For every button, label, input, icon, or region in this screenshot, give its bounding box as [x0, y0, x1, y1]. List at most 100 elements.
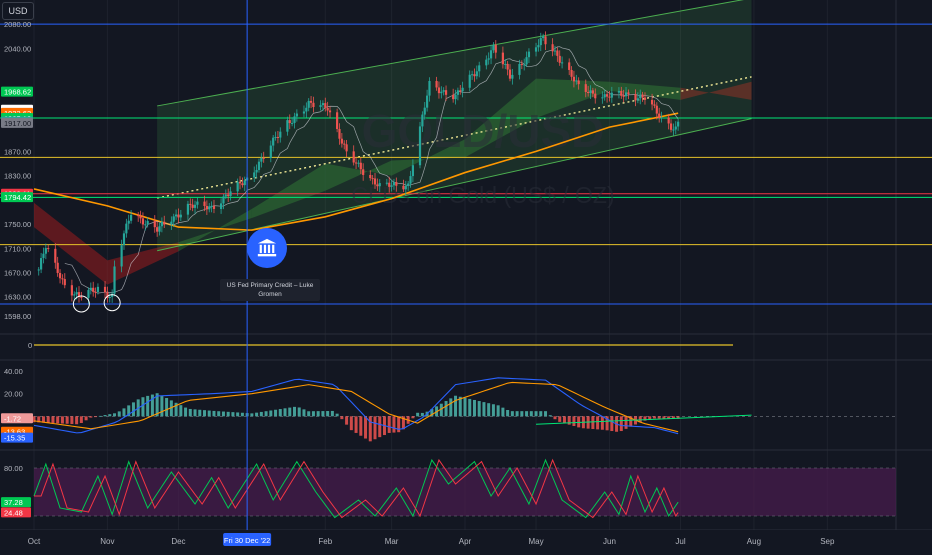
candle-body: [191, 204, 194, 208]
candle-body: [73, 294, 76, 296]
macd-histogram-bar: [198, 409, 202, 417]
horizontal-levels[interactable]: [0, 23, 932, 305]
candle-body: [392, 182, 396, 186]
candle-body: [193, 204, 197, 208]
macd-histogram-bar: [231, 412, 235, 417]
candle-body: [255, 169, 258, 173]
macd-histogram-bar: [302, 409, 306, 417]
candle-body: [584, 84, 587, 92]
candle-body: [575, 80, 578, 82]
price-axis[interactable]: 2080.00 2040.00 1870.00 1830.00 1750.00 1710.…: [0, 0, 34, 550]
macd-histogram-bar: [468, 398, 472, 417]
currency-button[interactable]: USD: [2, 2, 34, 20]
macd-histogram-bar: [534, 411, 538, 417]
macd-histogram-bar: [449, 398, 453, 417]
candle-body: [295, 113, 298, 117]
candle-body: [442, 90, 445, 92]
time-axis[interactable]: Oct Nov Dec Feb Mar Apr May Jun Jul Aug Sep Fri 30 …: [0, 530, 932, 550]
candle-body: [42, 253, 45, 259]
candle-body: [411, 165, 415, 177]
candle-body: [390, 185, 393, 187]
macd-histogram-bar: [411, 416, 415, 419]
macd-histogram-bar: [439, 403, 443, 417]
candle-body: [224, 194, 227, 197]
macd-histogram-bar: [420, 412, 424, 417]
candle-body: [269, 145, 272, 158]
candle-body: [511, 74, 514, 79]
price-label-text: 1917.00: [4, 119, 31, 128]
candle-body: [539, 38, 542, 46]
candle-body: [111, 293, 114, 297]
candle-body: [340, 138, 343, 144]
macd-trendline: [536, 414, 752, 425]
candle-body: [321, 103, 325, 106]
macd-histogram-bar: [70, 416, 74, 425]
macd-histogram-bar: [496, 405, 500, 417]
macd-histogram-bar: [525, 411, 529, 417]
candle-body: [508, 69, 512, 79]
candle-body: [667, 117, 670, 124]
candle-body: [326, 107, 329, 111]
macd-histogram-bar: [288, 407, 292, 417]
fed-annotation-button[interactable]: [247, 228, 287, 268]
macd-histogram-bar: [397, 416, 401, 433]
macd-histogram-bar: [207, 410, 211, 417]
macd-histogram-bar: [274, 409, 278, 417]
macd-histogram-bar: [146, 395, 150, 417]
price-label-box: [1, 117, 33, 128]
rsi-pane: [33, 458, 896, 519]
candle-body: [617, 90, 621, 93]
macd-histogram-bar: [122, 408, 126, 417]
macd-histogram-bar: [648, 416, 652, 420]
candle-body: [560, 62, 564, 64]
macd-histogram-bar: [373, 416, 377, 440]
macd-value-text: -13.63: [4, 428, 25, 437]
macd-histogram-bar: [75, 416, 79, 425]
candle-body: [409, 176, 412, 184]
macd-histogram-bar: [193, 409, 197, 417]
candle-body: [471, 74, 474, 76]
candle-body: [485, 59, 488, 66]
candle-body: [669, 123, 673, 130]
candle-body: [523, 64, 526, 66]
rsi-tick-label: 80.00: [4, 464, 23, 473]
candle-body: [137, 214, 140, 217]
cursor-date-label: Fri 30 Dec '22: [224, 536, 270, 545]
candle-body: [336, 112, 339, 129]
candle-body: [369, 174, 372, 179]
candle-body: [276, 136, 280, 138]
candle-body: [312, 102, 315, 108]
candle-body: [468, 74, 471, 88]
time-tick-label: Dec: [171, 537, 185, 546]
price-tick-label: 1670.00: [4, 269, 31, 278]
candle-body: [205, 205, 208, 210]
macd-histogram-bar: [255, 412, 259, 417]
candle-body: [196, 201, 199, 205]
macd-histogram-bar: [624, 416, 628, 429]
candle-body: [677, 121, 680, 127]
candle-body: [371, 178, 374, 180]
macd-histogram-bar: [103, 415, 107, 417]
macd-histogram-bar: [65, 416, 69, 424]
macd-histogram-bar: [354, 416, 358, 433]
candle-body: [186, 203, 190, 215]
price-tick-label: 1710.00: [4, 244, 31, 253]
candle-body: [177, 214, 180, 218]
price-label-box: [1, 86, 33, 97]
candle-body: [352, 151, 355, 163]
macd-histogram-bar: [491, 404, 495, 417]
macd-histogram-bar: [335, 413, 339, 417]
candle-body: [544, 36, 547, 45]
macd-histogram-bar: [671, 416, 675, 419]
candle-body: [655, 105, 658, 114]
candle-body: [222, 196, 225, 204]
candle-body: [506, 63, 509, 70]
price-tick-label: 1630.00: [4, 293, 31, 302]
macd-histogram-bar: [359, 416, 363, 436]
macd-histogram-bar: [150, 394, 154, 417]
candle-body: [608, 96, 611, 98]
candle-body: [587, 91, 590, 93]
macd-histogram-bar: [321, 411, 325, 417]
